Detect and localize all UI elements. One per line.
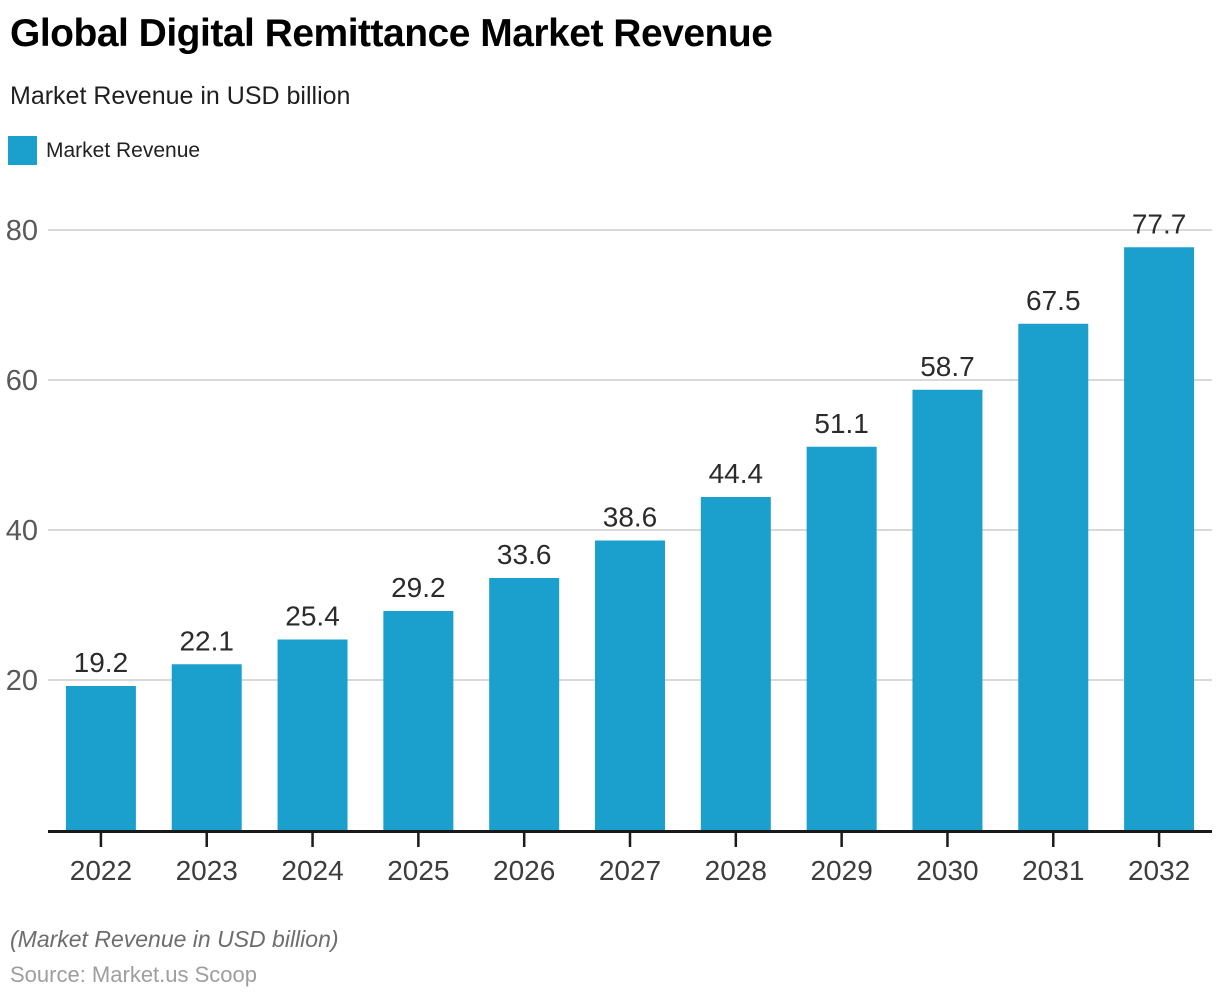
x-axis-tick-label: 2024 (281, 855, 343, 886)
bar-2032 (1124, 247, 1195, 830)
x-axis-tick-label: 2023 (176, 855, 238, 886)
bar-value-label: 25.4 (285, 601, 340, 632)
legend: Market Revenue (8, 136, 200, 165)
bar-value-label: 58.7 (920, 351, 975, 382)
x-axis-tick-label: 2027 (599, 855, 661, 886)
bar-2023 (171, 664, 242, 830)
y-axis-tick-label: 60 (6, 365, 38, 397)
bar-value-label: 44.4 (709, 458, 764, 489)
bar-2031 (1018, 323, 1089, 830)
chart-subtitle: Market Revenue in USD billion (10, 82, 351, 110)
bar-2027 (595, 540, 665, 830)
chart-source: Source: Market.us Scoop (10, 962, 258, 987)
x-axis-tick-label: 2032 (1128, 855, 1190, 886)
y-axis-tick-label: 20 (6, 665, 38, 697)
bar-2030 (912, 389, 983, 830)
bar-value-label: 51.1 (814, 408, 869, 439)
legend-swatch-icon[interactable] (8, 136, 37, 165)
bar-value-label: 19.2 (74, 647, 129, 678)
bar-2024 (277, 639, 348, 830)
bar-value-label: 77.7 (1132, 208, 1187, 239)
bar-2025 (383, 611, 454, 830)
x-axis-tick-label: 2028 (705, 855, 767, 886)
x-axis-tick-label: 2022 (70, 855, 132, 886)
bar-value-label: 33.6 (497, 539, 552, 570)
bar-value-label: 38.6 (603, 502, 658, 533)
x-axis-tick-label: 2025 (387, 855, 449, 886)
bar-2026 (489, 578, 560, 830)
x-axis-tick-label: 2029 (810, 855, 872, 886)
bar-value-label: 67.5 (1026, 285, 1081, 316)
bar-value-label: 22.1 (179, 625, 234, 656)
x-axis-tick-label: 2026 (493, 855, 555, 886)
chart-footnote: (Market Revenue in USD billion) (10, 926, 339, 952)
bar-2028 (700, 497, 771, 830)
legend-label[interactable]: Market Revenue (46, 138, 201, 162)
chart-title: Global Digital Remittance Market Revenue (10, 12, 773, 55)
x-axis-tick-label: 2030 (916, 855, 978, 886)
y-axis-tick-label: 80 (6, 215, 38, 247)
bar-2029 (806, 446, 877, 830)
bar-chart: 20 40 60 80 19.2 22.1 25.4 29.2 33.6 38.6 44.4 51.1… (6, 208, 1212, 886)
bar-value-label: 29.2 (391, 572, 446, 603)
bar-2022 (65, 686, 136, 830)
y-axis-tick-label: 40 (6, 515, 38, 547)
x-axis-tick-label: 2031 (1022, 855, 1084, 886)
